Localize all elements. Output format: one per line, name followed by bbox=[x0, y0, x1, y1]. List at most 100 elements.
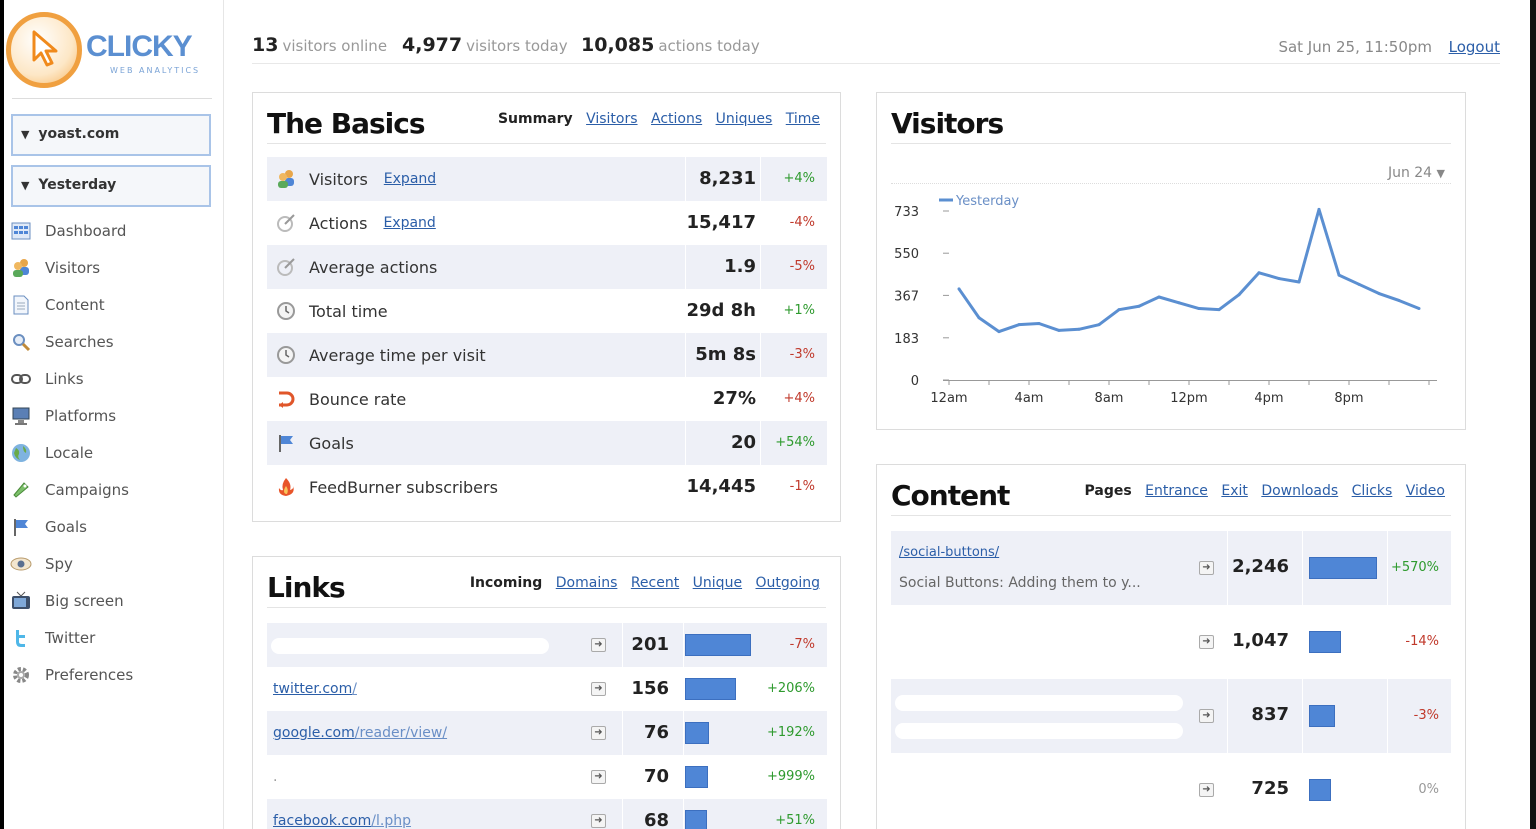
row-change: -5% bbox=[789, 259, 815, 274]
column-divider bbox=[1387, 679, 1388, 753]
row-value: 76 bbox=[622, 711, 684, 755]
site-select[interactable]: ▼ yoast.com bbox=[11, 114, 211, 156]
referrer-link[interactable]: facebook.com/l.php bbox=[273, 813, 411, 829]
date-select-value: Yesterday bbox=[38, 177, 117, 193]
row-change: -1% bbox=[789, 479, 815, 494]
visitors-today-stat[interactable]: 4,977 visitors today bbox=[402, 34, 568, 56]
row-label: FeedBurner subscribers bbox=[309, 477, 498, 497]
tab-time[interactable]: Time bbox=[785, 111, 820, 127]
sidebar-divider bbox=[12, 98, 212, 99]
chart-date-select[interactable]: Jun 24 ▼ bbox=[1388, 165, 1445, 181]
arrow-right-icon[interactable]: ➜ bbox=[1199, 783, 1214, 797]
arrow-right-icon[interactable]: ➜ bbox=[591, 682, 606, 696]
row-value: 20 bbox=[685, 421, 761, 465]
basics-row-feedburner: FeedBurner subscribers 14,445 -1% bbox=[267, 465, 827, 509]
referrer-path[interactable]: /l.php bbox=[371, 813, 411, 829]
sidebar-item-content[interactable]: Content bbox=[10, 286, 215, 323]
visitors-online-count: 13 bbox=[252, 34, 279, 56]
row-label: Average actions bbox=[309, 257, 438, 277]
expand-link[interactable]: Expand bbox=[383, 215, 436, 231]
arrow-right-icon[interactable]: ➜ bbox=[591, 814, 606, 828]
expand-link[interactable]: Expand bbox=[383, 171, 437, 187]
row-label: Goals bbox=[309, 433, 354, 453]
referrer-domain[interactable]: facebook.com bbox=[273, 813, 372, 829]
site-select-value: yoast.com bbox=[38, 126, 120, 142]
data-point bbox=[1397, 298, 1401, 302]
tab-video[interactable]: Video bbox=[1405, 483, 1445, 499]
sidebar-item-goals[interactable]: Goals bbox=[10, 508, 215, 545]
sidebar-item-spy[interactable]: Spy bbox=[10, 545, 215, 582]
tab-clicks[interactable]: Clicks bbox=[1351, 483, 1393, 499]
tab-unique[interactable]: Unique bbox=[692, 575, 743, 591]
x-tick-label: 12pm bbox=[1170, 391, 1207, 406]
tab-incoming[interactable]: Incoming bbox=[469, 575, 543, 591]
tab-entrance[interactable]: Entrance bbox=[1145, 483, 1208, 499]
share-bar bbox=[685, 766, 708, 788]
tab-downloads[interactable]: Downloads bbox=[1261, 483, 1339, 499]
arrow-right-icon[interactable]: ➜ bbox=[591, 638, 606, 652]
referrer-path[interactable]: /reader/view/ bbox=[354, 725, 448, 741]
referrer-path[interactable]: / bbox=[352, 681, 357, 697]
referrer-domain[interactable]: google.com bbox=[273, 725, 355, 741]
column-divider bbox=[1302, 679, 1303, 753]
arrow-right-icon[interactable]: ➜ bbox=[1199, 709, 1214, 723]
redacted-url bbox=[271, 638, 549, 654]
tab-actions[interactable]: Actions bbox=[651, 111, 703, 127]
bounce-icon bbox=[275, 389, 297, 409]
logout-link[interactable]: Logout bbox=[1448, 38, 1500, 56]
date-select[interactable]: ▼ Yesterday bbox=[11, 165, 211, 207]
top-stats-bar: 13 visitors online 4,977 visitors today 10… bbox=[252, 28, 1500, 64]
links-panel: Links Incoming Domains Recent Unique Out… bbox=[252, 556, 841, 829]
sidebar-item-visitors[interactable]: Visitors bbox=[10, 249, 215, 286]
actions-today-stat[interactable]: 10,085 actions today bbox=[581, 34, 760, 56]
sidebar-item-big-screen[interactable]: Big screen bbox=[10, 582, 215, 619]
sidebar-item-platforms[interactable]: Platforms bbox=[10, 397, 215, 434]
row-label: Average time per visit bbox=[309, 345, 486, 365]
tab-outgoing[interactable]: Outgoing bbox=[755, 575, 820, 591]
tab-recent[interactable]: Recent bbox=[630, 575, 680, 591]
data-point bbox=[1277, 277, 1281, 281]
referrer-link[interactable]: twitter.com/ bbox=[273, 681, 357, 697]
x-tick-label: 4pm bbox=[1254, 391, 1283, 406]
arrow-right-icon[interactable]: ➜ bbox=[591, 726, 606, 740]
sidebar-item-label: Goals bbox=[45, 517, 87, 536]
visitors-icon bbox=[10, 257, 32, 279]
referrer-link[interactable]: . bbox=[273, 769, 278, 785]
sidebar-item-label: Spy bbox=[45, 554, 73, 573]
tab-visitors[interactable]: Visitors bbox=[586, 111, 638, 127]
sidebar-item-preferences[interactable]: Preferences bbox=[10, 656, 215, 693]
sidebar-item-searches[interactable]: Searches bbox=[10, 323, 215, 360]
page-path-link[interactable]: /social-buttons/ bbox=[899, 545, 1000, 560]
sidebar-item-campaigns[interactable]: Campaigns bbox=[10, 471, 215, 508]
row-change: +192% bbox=[766, 725, 815, 740]
share-bar bbox=[685, 722, 709, 744]
clicky-logo[interactable]: CLICKY WEB ANALYTICS bbox=[6, 10, 216, 90]
row-change: -4% bbox=[789, 215, 815, 230]
sidebar-item-locale[interactable]: Locale bbox=[10, 434, 215, 471]
column-divider bbox=[1227, 679, 1228, 753]
tab-summary[interactable]: Summary bbox=[497, 111, 573, 127]
sidebar-item-links[interactable]: Links bbox=[10, 360, 215, 397]
arrow-right-icon[interactable]: ➜ bbox=[1199, 561, 1214, 575]
referrer-domain[interactable]: twitter.com bbox=[273, 681, 353, 697]
tab-exit[interactable]: Exit bbox=[1221, 483, 1248, 499]
sidebar-item-dashboard[interactable]: Dashboard bbox=[10, 212, 215, 249]
sidebar-item-twitter[interactable]: Twitter bbox=[10, 619, 215, 656]
arrow-right-icon[interactable]: ➜ bbox=[1199, 635, 1214, 649]
tab-domains[interactable]: Domains bbox=[555, 575, 618, 591]
row-change: -14% bbox=[1405, 634, 1439, 649]
tab-pages[interactable]: Pages bbox=[1084, 483, 1132, 499]
flag-icon bbox=[10, 516, 32, 538]
table-row: /social-buttons/ Social Buttons: Adding … bbox=[891, 531, 1451, 605]
data-point bbox=[1057, 328, 1061, 332]
arrow-right-icon[interactable]: ➜ bbox=[591, 770, 606, 784]
referrer-link[interactable]: google.com/reader/view/ bbox=[273, 725, 447, 741]
x-tick-label: 12am bbox=[930, 391, 967, 406]
data-point bbox=[957, 287, 961, 291]
share-bar bbox=[685, 810, 707, 829]
visitors-online-stat[interactable]: 13 visitors online bbox=[252, 34, 387, 56]
tab-uniques[interactable]: Uniques bbox=[715, 111, 773, 127]
share-bar bbox=[1309, 779, 1331, 801]
data-point bbox=[1197, 307, 1201, 311]
visitors-icon bbox=[275, 169, 297, 189]
